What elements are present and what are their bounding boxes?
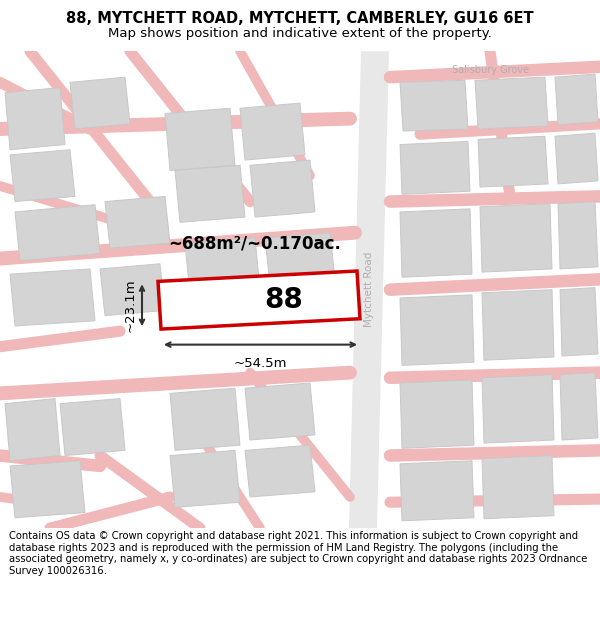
Polygon shape bbox=[10, 150, 75, 202]
Text: ~688m²/~0.170ac.: ~688m²/~0.170ac. bbox=[169, 234, 341, 252]
Polygon shape bbox=[480, 204, 552, 272]
Polygon shape bbox=[555, 74, 598, 125]
Text: 88, MYTCHETT ROAD, MYTCHETT, CAMBERLEY, GU16 6ET: 88, MYTCHETT ROAD, MYTCHETT, CAMBERLEY, … bbox=[66, 11, 534, 26]
Polygon shape bbox=[265, 232, 335, 284]
Polygon shape bbox=[482, 456, 554, 519]
Polygon shape bbox=[349, 51, 389, 528]
Text: 88: 88 bbox=[265, 286, 304, 314]
Polygon shape bbox=[175, 165, 245, 222]
Polygon shape bbox=[185, 238, 260, 295]
Text: ~54.5m: ~54.5m bbox=[234, 357, 287, 370]
Polygon shape bbox=[10, 269, 95, 326]
Polygon shape bbox=[555, 133, 598, 184]
Polygon shape bbox=[400, 461, 474, 521]
Polygon shape bbox=[245, 445, 315, 497]
Polygon shape bbox=[560, 288, 598, 356]
Polygon shape bbox=[15, 204, 100, 261]
Polygon shape bbox=[400, 80, 468, 131]
Polygon shape bbox=[240, 103, 305, 160]
Text: Contains OS data © Crown copyright and database right 2021. This information is : Contains OS data © Crown copyright and d… bbox=[9, 531, 587, 576]
Text: ~23.1m: ~23.1m bbox=[124, 278, 137, 332]
Polygon shape bbox=[165, 108, 235, 171]
Polygon shape bbox=[100, 264, 165, 316]
Polygon shape bbox=[170, 388, 240, 451]
Polygon shape bbox=[60, 399, 125, 456]
Polygon shape bbox=[158, 271, 360, 329]
Polygon shape bbox=[250, 160, 315, 217]
Polygon shape bbox=[558, 202, 598, 269]
Polygon shape bbox=[475, 77, 548, 129]
Polygon shape bbox=[70, 77, 130, 129]
Polygon shape bbox=[400, 380, 474, 448]
Text: Map shows position and indicative extent of the property.: Map shows position and indicative extent… bbox=[108, 27, 492, 40]
Polygon shape bbox=[400, 209, 472, 278]
Polygon shape bbox=[400, 141, 470, 194]
Polygon shape bbox=[400, 295, 474, 366]
Text: Salisbury Grove: Salisbury Grove bbox=[452, 65, 529, 75]
Polygon shape bbox=[245, 383, 315, 440]
Text: Mytchett Road: Mytchett Road bbox=[364, 252, 374, 328]
Polygon shape bbox=[5, 88, 65, 150]
Polygon shape bbox=[5, 399, 60, 461]
Polygon shape bbox=[560, 372, 598, 440]
Polygon shape bbox=[170, 451, 240, 508]
Polygon shape bbox=[478, 136, 548, 187]
Polygon shape bbox=[10, 461, 85, 518]
Polygon shape bbox=[482, 375, 554, 443]
Polygon shape bbox=[482, 290, 554, 360]
Polygon shape bbox=[105, 196, 170, 248]
